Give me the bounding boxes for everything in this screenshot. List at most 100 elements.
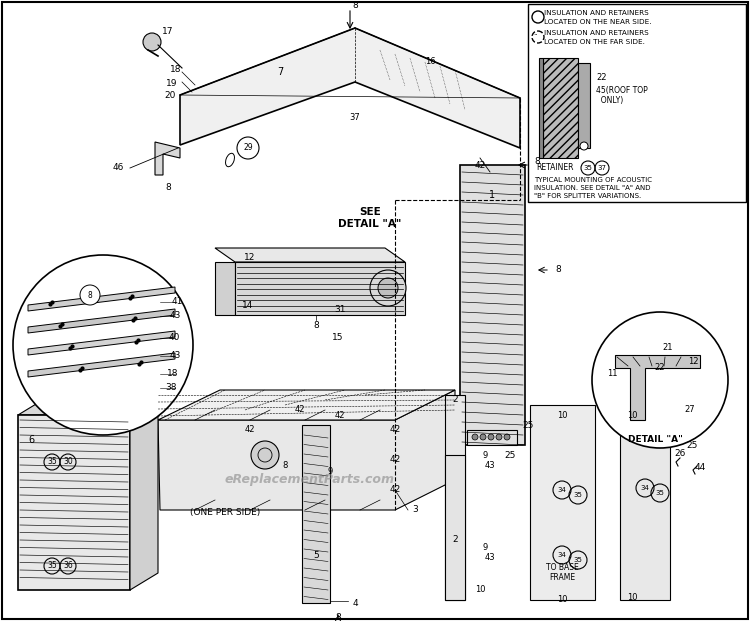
Text: 44: 44	[694, 463, 706, 473]
Polygon shape	[28, 353, 175, 377]
Polygon shape	[130, 398, 158, 590]
Text: 29: 29	[243, 143, 253, 153]
Text: 16: 16	[424, 58, 435, 66]
Circle shape	[80, 285, 100, 305]
Text: 18: 18	[170, 65, 182, 75]
Bar	[528, 4, 746, 202]
Text: FRAME: FRAME	[549, 574, 575, 582]
Text: 14: 14	[242, 302, 254, 310]
Text: LOCATED ON THE FAR SIDE.: LOCATED ON THE FAR SIDE.	[544, 39, 645, 45]
Text: 43: 43	[484, 461, 495, 471]
Bar	[539, 58, 543, 158]
Circle shape	[143, 33, 161, 51]
Text: 35: 35	[574, 492, 583, 498]
Text: ONLY): ONLY)	[596, 96, 623, 104]
Circle shape	[472, 434, 478, 440]
Circle shape	[251, 441, 279, 469]
Text: 9: 9	[482, 543, 488, 553]
Text: 21: 21	[663, 343, 674, 353]
Text: 41: 41	[172, 297, 183, 307]
Text: 22: 22	[655, 363, 665, 373]
Text: 38: 38	[165, 384, 176, 392]
Text: 7: 7	[277, 67, 284, 77]
Polygon shape	[18, 398, 158, 415]
Polygon shape	[530, 405, 595, 600]
Text: 3: 3	[413, 505, 418, 515]
Circle shape	[496, 434, 502, 440]
Text: 18: 18	[167, 369, 178, 379]
Circle shape	[370, 270, 406, 306]
Text: 34: 34	[557, 487, 566, 493]
Text: 37: 37	[598, 165, 607, 171]
Ellipse shape	[226, 153, 235, 166]
Text: INSULATION. SEE DETAIL "A" AND: INSULATION. SEE DETAIL "A" AND	[534, 185, 650, 191]
Text: 8: 8	[165, 183, 171, 193]
Text: 12: 12	[244, 253, 256, 263]
Text: SEE
DETAIL "A": SEE DETAIL "A"	[338, 207, 402, 229]
Text: 34: 34	[640, 485, 650, 491]
Text: 10: 10	[627, 594, 638, 602]
Text: 46: 46	[112, 163, 124, 173]
Text: TYPICAL MOUNTING OF ACOUSTIC: TYPICAL MOUNTING OF ACOUSTIC	[534, 177, 652, 183]
Polygon shape	[215, 248, 405, 262]
Text: TO BASE: TO BASE	[545, 563, 578, 573]
Polygon shape	[445, 395, 465, 600]
Text: 5: 5	[314, 550, 319, 560]
Circle shape	[237, 137, 259, 159]
Text: 35: 35	[47, 561, 57, 571]
Text: 10: 10	[627, 410, 638, 420]
Text: ..: ..	[533, 30, 538, 36]
Polygon shape	[155, 142, 180, 175]
Text: 37: 37	[350, 114, 360, 122]
Text: 8: 8	[555, 266, 561, 274]
Text: 34: 34	[557, 552, 566, 558]
Circle shape	[480, 434, 486, 440]
Polygon shape	[158, 390, 455, 420]
Text: LOCATED ON THE NEAR SIDE.: LOCATED ON THE NEAR SIDE.	[544, 19, 652, 25]
Circle shape	[378, 278, 398, 298]
Text: 42: 42	[389, 425, 400, 435]
Bar	[467, 430, 517, 445]
Text: 42: 42	[334, 410, 345, 420]
Text: 26: 26	[674, 450, 686, 458]
Text: 17: 17	[162, 27, 174, 37]
Text: 25: 25	[522, 420, 533, 430]
Text: 19: 19	[166, 79, 178, 89]
Polygon shape	[445, 455, 465, 600]
Text: 40: 40	[169, 333, 180, 343]
Text: 25: 25	[686, 440, 698, 450]
Polygon shape	[620, 405, 670, 600]
Polygon shape	[460, 165, 525, 445]
Text: 42: 42	[295, 406, 305, 414]
Text: 15: 15	[332, 333, 344, 343]
Polygon shape	[180, 28, 520, 148]
Circle shape	[592, 312, 728, 448]
Text: 35: 35	[47, 458, 57, 466]
Circle shape	[13, 255, 193, 435]
Polygon shape	[28, 309, 175, 333]
Text: 8: 8	[352, 1, 358, 11]
Text: 43: 43	[484, 553, 495, 563]
Text: 42: 42	[389, 455, 400, 465]
Polygon shape	[28, 287, 175, 311]
Text: 2: 2	[452, 535, 458, 545]
Text: DETAIL "A": DETAIL "A"	[628, 435, 682, 445]
Text: 4: 4	[352, 599, 358, 607]
Text: 10: 10	[475, 586, 485, 594]
Text: 10: 10	[556, 410, 567, 420]
Bar	[18, 415, 130, 590]
Bar	[578, 63, 590, 148]
Text: 31: 31	[334, 306, 346, 314]
Text: 43: 43	[170, 351, 182, 361]
Polygon shape	[158, 390, 455, 510]
Text: 8: 8	[534, 158, 540, 166]
Text: 9: 9	[327, 468, 333, 476]
Text: 43: 43	[170, 312, 182, 320]
Text: 1: 1	[489, 190, 495, 200]
Text: 2: 2	[452, 396, 458, 404]
Text: (ONE PER SIDE): (ONE PER SIDE)	[190, 507, 260, 517]
Text: 22: 22	[596, 73, 607, 83]
Text: 45(ROOF TOP: 45(ROOF TOP	[596, 86, 648, 94]
Text: eReplacementParts.com: eReplacementParts.com	[225, 473, 395, 486]
Text: 12: 12	[688, 358, 698, 366]
